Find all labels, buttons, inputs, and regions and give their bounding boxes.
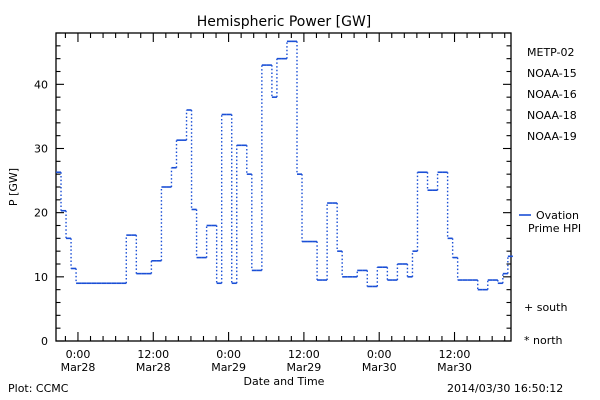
y-tick-label: 0 <box>41 335 48 348</box>
satellite-legend-item: METP-02 <box>527 46 575 59</box>
x-tick-time-label: 0:00 <box>367 348 392 361</box>
x-tick-time-label: 0:00 <box>66 348 91 361</box>
plot-credit: Plot: CCMC <box>8 382 69 395</box>
x-tick-time-label: 12:00 <box>137 348 169 361</box>
satellite-legend-item: NOAA-19 <box>527 130 577 143</box>
x-tick-date-label: Mar29 <box>287 361 322 374</box>
x-tick-time-label: 0:00 <box>216 348 241 361</box>
ovation-legend-label-line1: Ovation <box>536 209 579 222</box>
y-tick-label: 30 <box>34 143 48 156</box>
y-tick-label: 10 <box>34 271 48 284</box>
y-tick-label: 20 <box>34 207 48 220</box>
model-legend: Ovation Prime HPI <box>519 209 581 235</box>
x-axis-title-label: Date and Time <box>244 375 325 388</box>
x-tick-date-label: Mar30 <box>362 361 397 374</box>
satellite-legend-item: NOAA-16 <box>527 88 577 101</box>
y-tick-label: 40 <box>34 78 48 91</box>
page-title: Hemispheric Power [GW] <box>197 14 372 30</box>
ovation-legend-label-line2: Prime HPI <box>528 222 581 235</box>
marker-legend: + south * north <box>524 301 567 347</box>
plot-frame <box>55 32 512 342</box>
y-axis-title: P [GW] <box>7 168 20 206</box>
marker-legend-item: + south <box>524 301 567 314</box>
x-tick-date-label: Mar30 <box>437 361 472 374</box>
timestamp-label: 2014/03/30 16:50:12 <box>447 382 563 395</box>
x-tick-date-label: Mar29 <box>211 361 246 374</box>
x-tick-time-label: 12:00 <box>288 348 320 361</box>
satellite-legend-item: NOAA-15 <box>527 67 577 80</box>
x-tick-time-label: 12:00 <box>439 348 471 361</box>
satellite-legend: METP-02 NOAA-15 NOAA-16 NOAA-18 NOAA-19 <box>527 46 577 143</box>
ovation-prime-hpi-trace <box>56 40 513 291</box>
x-axis-ticks: 0:00Mar2812:00Mar280:00Mar2912:00Mar290:… <box>61 33 506 374</box>
satellite-legend-item: NOAA-18 <box>527 109 577 122</box>
x-tick-date-label: Mar28 <box>61 361 96 374</box>
y-axis-title-label: P [GW] <box>7 168 20 206</box>
y-axis-ticks: 0 10 20 30 40 <box>34 32 511 348</box>
marker-legend-item: * north <box>524 334 563 347</box>
x-tick-date-label: Mar28 <box>136 361 171 374</box>
